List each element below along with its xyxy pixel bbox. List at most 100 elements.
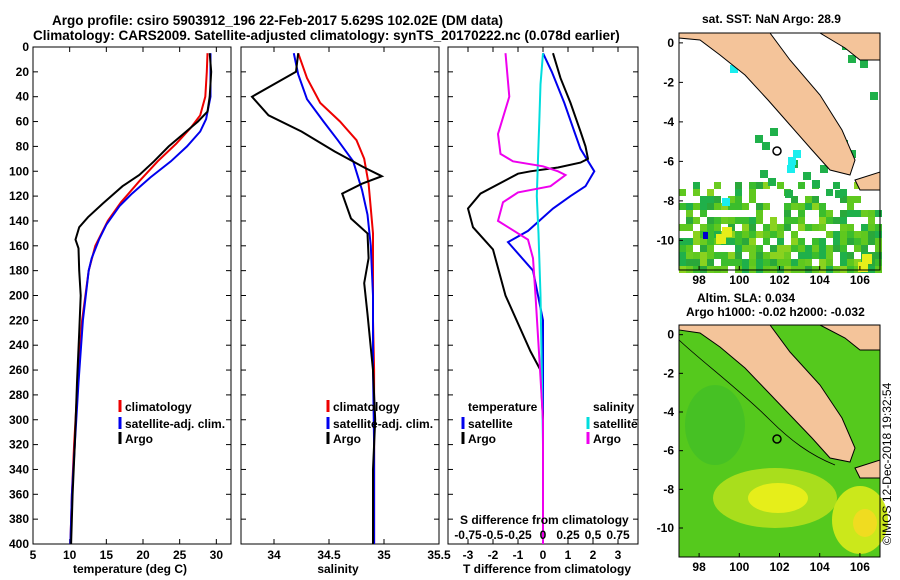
- sst-pixel: [707, 203, 714, 210]
- y-tick-label: 260: [9, 363, 29, 377]
- sst-warm-pixel: [722, 227, 732, 237]
- sst-pixel: [861, 224, 868, 231]
- sst-pixel: [700, 252, 707, 259]
- temperature-axes-frame: [32, 46, 232, 545]
- x-tick-label: -1: [513, 548, 524, 562]
- map-y-tick-label: -10: [657, 233, 675, 247]
- sst-blue-pixel: [703, 232, 708, 239]
- sst-pixel: [819, 238, 826, 245]
- y-tick-label: 140: [9, 214, 29, 228]
- x-tick-label: 2: [590, 548, 597, 562]
- y-tick-label: 180: [9, 264, 29, 278]
- y-tick-label: 160: [9, 239, 29, 253]
- temperature-x-label: temperature (deg C): [73, 562, 187, 576]
- sst-pixel: [714, 224, 721, 231]
- sst-pixel: [721, 203, 728, 210]
- legend-heading-salinity: salinity: [593, 400, 635, 414]
- sst-cold-pixel: [787, 165, 795, 173]
- salinity-difference-axis: -0.75 -0.5 -0.25 0 0.25 0.5 0.75: [454, 528, 630, 542]
- sst-pixel: [833, 231, 840, 238]
- sst-pixel: [735, 231, 742, 238]
- sst-pixel: [833, 238, 840, 245]
- sst-pixel: [707, 217, 714, 224]
- x-tick-label: 35.5: [427, 548, 451, 562]
- sst-pixel: [763, 252, 770, 259]
- sla-map-axes: 98 100 102 104 106 0 -2 -4 -6 -8 -10: [657, 328, 871, 574]
- sst-pixel: [854, 196, 861, 203]
- sst-pixel: [693, 231, 700, 238]
- sst-map-axes: 98 100 102 104 106 0 -2 -4 -6 -8 -10: [657, 36, 871, 287]
- sst-pixel: [840, 217, 847, 224]
- sst-pixel: [770, 259, 777, 266]
- legend-heading-temperature: temperature: [468, 400, 538, 414]
- sst-pixel: [875, 252, 882, 259]
- sst-pixel: [861, 238, 868, 245]
- x-tick-label: 3: [615, 548, 622, 562]
- sst-pixel: [679, 224, 686, 231]
- sst-pixel: [707, 231, 714, 238]
- sst-pixel: [686, 203, 693, 210]
- legend-label-satellite-adj: satellite-adj. clim.: [333, 417, 433, 431]
- sst-pixel: [763, 238, 770, 245]
- sst-pixel: [763, 182, 770, 189]
- sst-pixel: [728, 252, 735, 259]
- sst-pixel: [826, 210, 833, 217]
- difference-series: [466, 52, 596, 544]
- sst-pixel: [693, 252, 700, 259]
- sst-pixel: [812, 238, 819, 245]
- sst-pixel: [742, 245, 749, 252]
- sst-pixel: [840, 259, 847, 266]
- map-x-tick-label: 102: [769, 560, 789, 574]
- sst-pixel: [812, 196, 819, 203]
- sst-pixel: [700, 259, 707, 266]
- sst-pixel: [749, 238, 756, 245]
- sst-pixel: [840, 189, 847, 196]
- sst-pixel: [762, 142, 770, 150]
- sst-pixel: [763, 231, 770, 238]
- sst-pixel: [777, 245, 784, 252]
- sst-pixel: [686, 252, 693, 259]
- s-difference-label: S difference from climatology: [460, 513, 629, 527]
- sst-pixel: [784, 224, 791, 231]
- sst-pixel: [686, 224, 693, 231]
- sst-pixel: [686, 210, 693, 217]
- sst-pixel: [875, 224, 882, 231]
- sst-pixel: [847, 224, 854, 231]
- sst-pixel: [819, 224, 826, 231]
- sst-pixel: [756, 210, 763, 217]
- sst-pixel: [735, 259, 742, 266]
- sst-pixel: [798, 238, 805, 245]
- y-tick-label: 380: [9, 512, 29, 526]
- sst-pixel: [840, 224, 847, 231]
- sst-pixel: [777, 259, 784, 266]
- sst-pixel: [854, 231, 861, 238]
- sst-pixel: [848, 55, 856, 63]
- x-tick-label: 20: [136, 548, 150, 562]
- copyright-text: ©IMOS 12-Dec-2018 19:32:54: [880, 382, 894, 545]
- sst-pixel: [693, 182, 700, 189]
- map-y-tick-label: -8: [663, 482, 674, 496]
- sla-contour-1000m: [678, 339, 836, 466]
- y-tick-label: 320: [9, 438, 29, 452]
- sst-pixel: [785, 190, 793, 198]
- sst-pixel: [826, 217, 833, 224]
- series-line-temperature-argo: [466, 52, 590, 544]
- x2-tick-label: -0.75: [454, 528, 482, 542]
- map-x-tick-label: 98: [692, 273, 706, 287]
- y-tick-label: 360: [9, 487, 29, 501]
- difference-legend: temperature satellite Argo salinity sate…: [461, 400, 638, 446]
- sst-map: sat. SST: NaN Argo: 28.9 98 100 102 104 106 0…: [657, 12, 882, 287]
- sst-pixel: [805, 196, 812, 203]
- y-tick-label: 200: [9, 289, 29, 303]
- legend-label-argo: Argo: [333, 432, 361, 446]
- sst-pixel: [707, 259, 714, 266]
- sst-pixel: [714, 252, 721, 259]
- sst-pixel: [679, 189, 686, 196]
- sst-pixel: [784, 217, 791, 224]
- sst-pixel: [791, 231, 798, 238]
- sst-pixel: [840, 252, 847, 259]
- sst-pixel: [812, 252, 819, 259]
- sst-pixel: [840, 231, 847, 238]
- sst-pixel: [700, 203, 707, 210]
- sst-pixel: [854, 259, 861, 266]
